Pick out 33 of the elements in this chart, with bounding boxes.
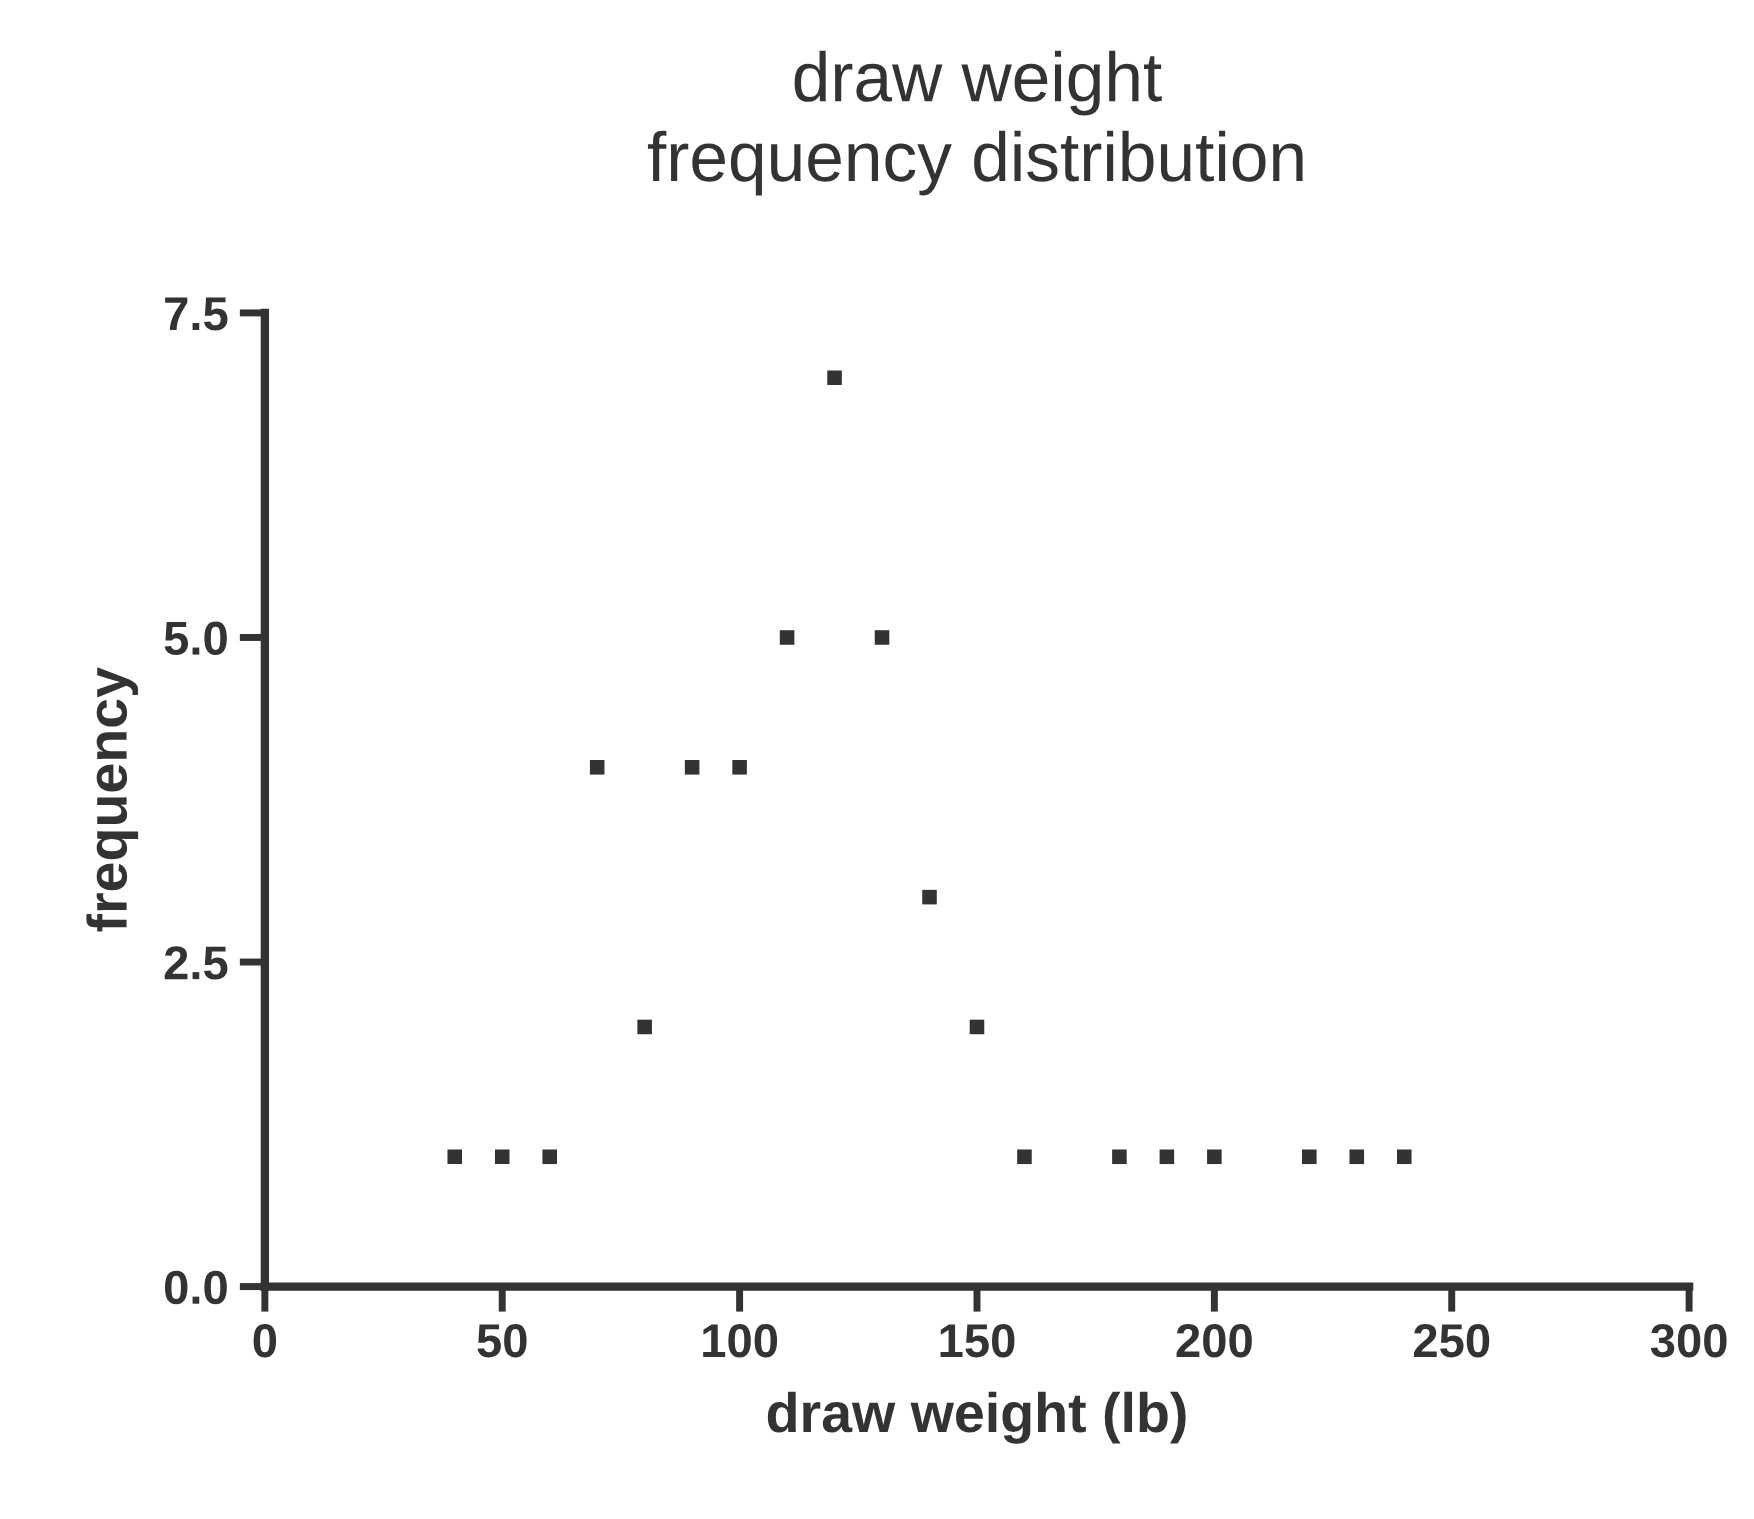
point: [589, 760, 605, 775]
point: [447, 1149, 463, 1165]
point: [1159, 1149, 1175, 1165]
x-tick-label: 50: [477, 1323, 527, 1358]
point: [732, 760, 747, 775]
point: [779, 630, 795, 645]
y-tick-label: 5.0: [164, 621, 227, 656]
y-tick-label: 7.5: [165, 297, 228, 331]
point: [542, 1149, 557, 1165]
x-axis-title: draw weight (lb): [767, 1391, 1186, 1444]
y-tick-label: 2.5: [164, 946, 228, 980]
point: [1302, 1149, 1317, 1165]
point: [1349, 1149, 1365, 1165]
point: [874, 630, 890, 645]
point: [827, 370, 842, 386]
point: [1017, 1149, 1032, 1165]
point: [494, 1149, 510, 1165]
x-tick-label: 250: [1413, 1323, 1490, 1358]
chart-title: draw weight frequency distribution: [647, 50, 1303, 196]
x-tick-label: 200: [1176, 1323, 1252, 1358]
point: [684, 760, 700, 775]
x-tick-label: 150: [940, 1323, 1015, 1358]
point: [1112, 1149, 1127, 1165]
point: [1207, 1149, 1222, 1165]
point: [969, 1019, 985, 1035]
point: [922, 889, 937, 905]
point: [637, 1019, 652, 1035]
y-tick-label: 0.0: [164, 1270, 227, 1305]
point: [1396, 1149, 1412, 1165]
x-tick-label: 0: [253, 1323, 277, 1358]
x-tick-label: 300: [1650, 1323, 1727, 1358]
y-axis-title: frequency: [86, 667, 139, 932]
x-tick-label: 100: [703, 1323, 778, 1358]
